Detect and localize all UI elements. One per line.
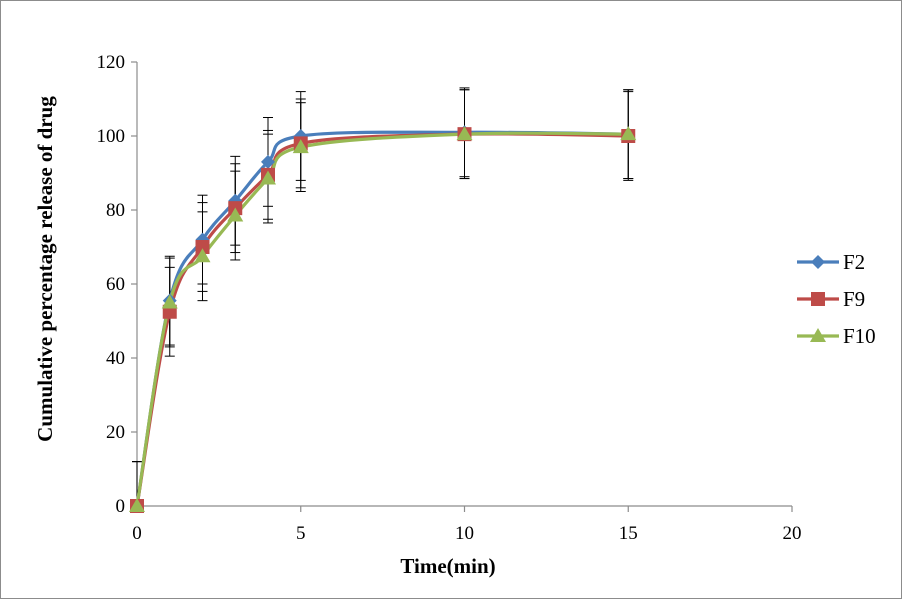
data-point-f10 (194, 248, 211, 263)
legend-marker-f10 (810, 328, 826, 342)
y-tick-label: 60 (106, 274, 125, 295)
y-tick-label: 20 (106, 422, 125, 443)
y-tick-label: 40 (106, 348, 125, 369)
y-axis-title: Cumulative percentage release of drug (33, 96, 57, 442)
tick-labels: 0 20 40 60 80 100 120 0 5 10 15 20 (97, 52, 802, 544)
legend-marker-f2 (811, 255, 825, 269)
legend: F2 F9 F10 (797, 250, 876, 348)
series-lines (135, 130, 629, 507)
x-tick-label: 15 (619, 523, 638, 544)
data-point-f10 (129, 498, 145, 512)
legend-label-f2: F2 (843, 250, 865, 274)
x-tick-label: 10 (455, 523, 474, 544)
x-tick-label: 0 (132, 523, 142, 544)
x-tick-label: 20 (783, 523, 802, 544)
y-tick-label: 120 (97, 52, 126, 73)
data-point-f10 (292, 139, 309, 154)
series-line-f9 (135, 132, 629, 507)
markers (129, 125, 637, 513)
x-axis-title: Time(min) (400, 554, 495, 578)
legend-label-f10: F10 (843, 324, 876, 348)
series-line-f2 (135, 130, 629, 507)
axes (131, 61, 793, 512)
data-point-f10 (456, 126, 473, 141)
legend-label-f9: F9 (843, 287, 865, 311)
legend-marker-f9 (811, 292, 825, 306)
series-line-f10 (135, 131, 629, 507)
y-tick-label: 100 (97, 126, 126, 147)
data-point-f9 (195, 240, 210, 254)
data-point-f10 (620, 126, 637, 141)
data-point-f2 (261, 154, 275, 169)
error-bars (132, 87, 634, 506)
data-point-f10 (161, 294, 178, 309)
y-tick-label: 0 (116, 496, 126, 517)
x-tick-label: 5 (296, 523, 306, 544)
data-point-f10 (227, 207, 244, 222)
y-tick-label: 80 (106, 200, 125, 221)
data-point-f10 (260, 170, 276, 185)
